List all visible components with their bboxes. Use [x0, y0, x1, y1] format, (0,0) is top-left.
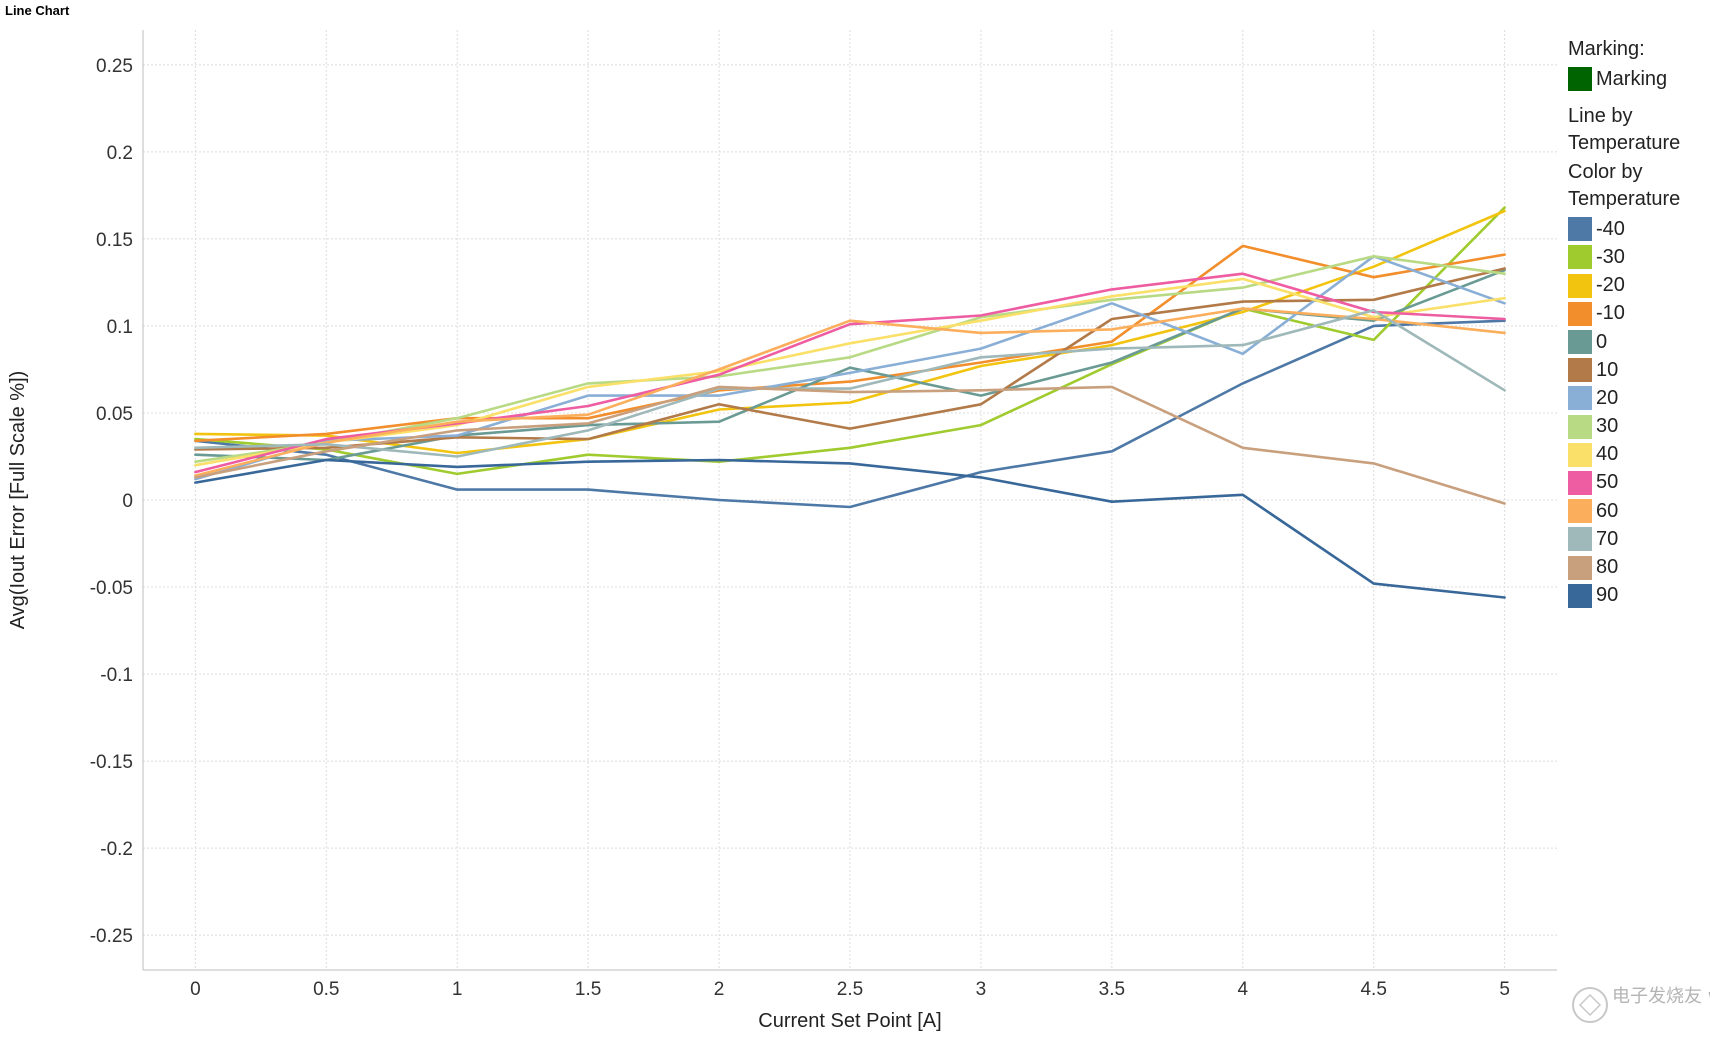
legend-swatch — [1568, 442, 1592, 467]
series-line-90[interactable] — [194, 458, 1506, 599]
legend-marking-heading: Marking: — [1568, 38, 1645, 60]
legend-item-label: -10 — [1596, 302, 1625, 325]
legend-item-label: 90 — [1596, 584, 1619, 607]
legend-item-label: 70 — [1596, 527, 1619, 550]
series-line--20[interactable] — [194, 209, 1506, 455]
y-tick-labels: 0.25 0.2 0.15 0.1 0.05 0 -0.05 -0.1 -0.15 -0.2 -0.… — [90, 56, 133, 947]
marking-swatch — [1568, 67, 1592, 92]
y-tick-label: -0.1 — [100, 665, 133, 686]
legend-item-label: 60 — [1596, 499, 1619, 522]
series-line-40[interactable] — [194, 277, 1506, 467]
legend-item-30[interactable]: 30 — [1568, 413, 1708, 441]
legend-line-by-heading: Line by Temperature — [1568, 103, 1708, 157]
x-axis-title: Current Set Point [A] — [758, 1010, 941, 1032]
x-tick-label: 3.5 — [1099, 979, 1125, 1000]
legend-swatch — [1568, 301, 1592, 326]
legend-item--10[interactable]: -10 — [1568, 300, 1708, 328]
x-tick-label: 0.5 — [313, 979, 339, 1000]
vertical-gridlines — [194, 30, 1506, 970]
y-tick-label: 0 — [122, 491, 133, 512]
watermark-logo-icon — [1572, 987, 1608, 1023]
x-tick-label: 2.5 — [837, 979, 863, 1000]
legend-swatch — [1568, 273, 1592, 298]
legend-item-80[interactable]: 80 — [1568, 553, 1708, 581]
series-line-80[interactable] — [194, 385, 1506, 505]
legend-swatch — [1568, 245, 1592, 270]
x-tick-label: 4.5 — [1360, 979, 1386, 1000]
legend-item-0[interactable]: 0 — [1568, 328, 1708, 356]
watermark-text: 电子发烧友 www.elecfans.com — [1612, 986, 1710, 1007]
y-tick-label: 0.2 — [107, 143, 133, 164]
series-line-10[interactable] — [194, 267, 1506, 451]
series-line--40[interactable] — [194, 319, 1506, 509]
chart-title: Line Chart — [5, 3, 70, 18]
legend-item-10[interactable]: 10 — [1568, 356, 1708, 384]
legend-swatch — [1568, 470, 1592, 495]
x-tick-label: 3 — [976, 979, 987, 1000]
series-line-30[interactable] — [194, 254, 1506, 464]
legend: Marking: Marking Line by Temperature Col… — [1568, 36, 1708, 610]
y-tick-label: -0.05 — [90, 578, 133, 599]
series-line--10[interactable] — [194, 244, 1506, 443]
line-by-line2: Temperature — [1568, 132, 1681, 155]
x-tick-labels: 0 0.5 1 1.5 2 2.5 3 3.5 4 4.5 5 — [190, 979, 1510, 1000]
series-line-70[interactable] — [194, 308, 1506, 458]
y-tick-label: 0.15 — [96, 230, 133, 251]
legend-item-label: 0 — [1596, 330, 1608, 353]
watermark: 电子发烧友 www.elecfans.com — [1572, 986, 1710, 1023]
legend-item--30[interactable]: -30 — [1568, 243, 1708, 271]
y-axis-title: Avg(Iout Error [Full Scale %]) — [7, 371, 29, 630]
y-tick-label: 0.25 — [96, 56, 133, 77]
legend-swatch — [1568, 527, 1592, 552]
legend-item-label: -30 — [1596, 245, 1625, 268]
color-by-line2: Temperature — [1568, 188, 1681, 211]
legend-swatch — [1568, 217, 1592, 242]
y-tick-label: 0.1 — [107, 317, 133, 338]
legend-item-label: 40 — [1596, 443, 1619, 466]
y-tick-label: -0.25 — [90, 926, 133, 947]
x-tick-label: 1 — [452, 979, 463, 1000]
line-by-line1: Line by — [1568, 105, 1633, 128]
legend-item-label: -40 — [1596, 217, 1625, 240]
x-tick-label: 1.5 — [575, 979, 601, 1000]
color-by-line1: Color by — [1568, 161, 1643, 184]
y-tick-label: 0.05 — [96, 404, 133, 425]
legend-item-50[interactable]: 50 — [1568, 469, 1708, 497]
legend-swatch — [1568, 330, 1592, 355]
legend-item-label: 80 — [1596, 556, 1619, 579]
series-lines — [194, 206, 1506, 599]
legend-swatch — [1568, 499, 1592, 524]
legend-color-by-heading: Color by Temperature — [1568, 159, 1708, 213]
legend-swatch — [1568, 555, 1592, 580]
axes — [142, 30, 1557, 971]
legend-item-label: 10 — [1596, 358, 1619, 381]
legend-swatch — [1568, 358, 1592, 383]
x-tick-label: 2 — [714, 979, 725, 1000]
legend-swatch — [1568, 414, 1592, 439]
x-tick-label: 4 — [1237, 979, 1248, 1000]
legend-item-60[interactable]: 60 — [1568, 497, 1708, 525]
y-tick-label: -0.2 — [100, 839, 133, 860]
legend-item-70[interactable]: 70 — [1568, 525, 1708, 553]
legend-items: -40 -30 -20 -10 0 10 20 30 40 50 60 70 80 90 — [1568, 215, 1708, 610]
x-tick-label: 5 — [1499, 979, 1510, 1000]
legend-item--20[interactable]: -20 — [1568, 272, 1708, 300]
legend-swatch — [1568, 583, 1592, 608]
legend-item-label: 50 — [1596, 471, 1619, 494]
legend-item-90[interactable]: 90 — [1568, 582, 1708, 610]
legend-item-40[interactable]: 40 — [1568, 441, 1708, 469]
legend-swatch — [1568, 386, 1592, 411]
legend-marking-item[interactable]: Marking — [1568, 65, 1708, 93]
legend-item-label: -20 — [1596, 274, 1625, 297]
y-tick-label: -0.15 — [90, 752, 133, 773]
legend-item-label: 20 — [1596, 386, 1619, 409]
legend-item-20[interactable]: 20 — [1568, 384, 1708, 412]
legend-item-label: 30 — [1596, 415, 1619, 438]
series-line-60[interactable] — [194, 307, 1506, 477]
legend-item--40[interactable]: -40 — [1568, 215, 1708, 243]
x-tick-label: 0 — [190, 979, 201, 1000]
legend-marking-label: Marking — [1596, 67, 1668, 90]
